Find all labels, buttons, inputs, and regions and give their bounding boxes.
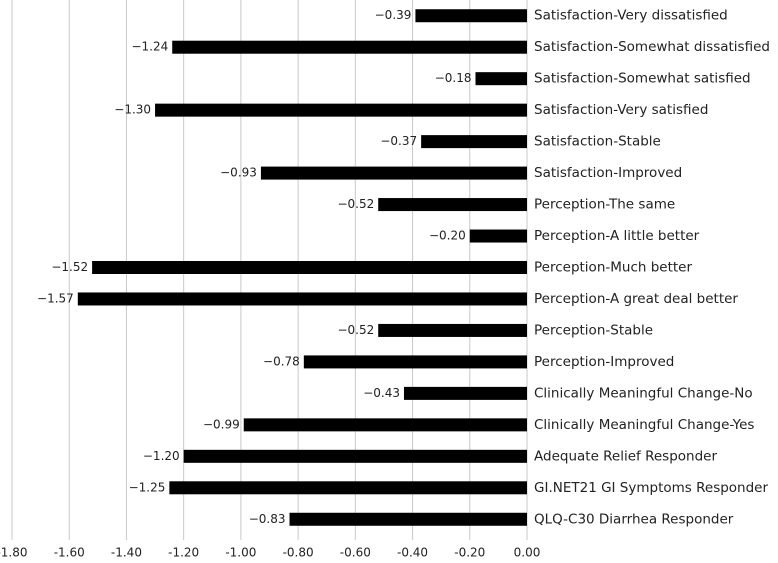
x-tick-label: -1.20 xyxy=(168,546,199,560)
category-label: Satisfaction-Very dissatisfied xyxy=(534,8,728,24)
category-label: Perception-The same xyxy=(534,197,675,213)
category-label: Perception-Stable xyxy=(534,322,653,338)
category-label: Satisfaction-Somewhat satisfied xyxy=(534,71,751,87)
value-label: −0.52 xyxy=(337,197,374,211)
x-tick-label: 0.00 xyxy=(514,546,541,560)
bar xyxy=(378,323,527,337)
category-label: Perception-A great deal better xyxy=(534,291,738,307)
category-label: QLQ-C30 Diarrhea Responder xyxy=(534,511,734,527)
category-label: Satisfaction-Improved xyxy=(534,165,682,181)
value-label: −1.57 xyxy=(37,291,74,305)
x-tick-label: -0.40 xyxy=(397,546,428,560)
bar xyxy=(289,512,527,526)
bar xyxy=(243,418,527,432)
x-tick-label: -1.00 xyxy=(225,546,256,560)
x-tick-label: -0.80 xyxy=(283,546,314,560)
bar xyxy=(77,292,528,306)
value-label: −1.25 xyxy=(129,480,166,494)
value-label: −0.37 xyxy=(380,134,417,148)
x-tick-label: -1.60 xyxy=(54,546,85,560)
value-label: −0.18 xyxy=(435,71,472,85)
bar xyxy=(415,9,527,23)
bar xyxy=(303,355,527,369)
category-label: Satisfaction-Very satisfied xyxy=(534,102,708,118)
category-label: Perception-A little better xyxy=(534,228,700,244)
bar xyxy=(403,386,527,400)
category-label: Clinically Meaningful Change-Yes xyxy=(534,417,754,433)
bar xyxy=(155,103,528,117)
x-tick-label: -1.40 xyxy=(111,546,142,560)
category-label: Adequate Relief Responder xyxy=(534,448,717,464)
category-label: Satisfaction-Somewhat dissatisfied xyxy=(534,39,770,55)
value-label: −0.99 xyxy=(203,417,240,431)
value-label: −0.83 xyxy=(249,512,286,526)
x-tick-label: -0.60 xyxy=(340,546,371,560)
category-label: Satisfaction-Stable xyxy=(534,134,661,150)
bar xyxy=(469,229,527,243)
value-label: −0.52 xyxy=(337,323,374,337)
value-label: −0.39 xyxy=(375,8,412,22)
category-label: Perception-Much better xyxy=(534,260,692,276)
value-label: −0.43 xyxy=(363,386,400,400)
x-tick-label: -0.20 xyxy=(454,546,485,560)
bar xyxy=(169,481,527,495)
value-label: −0.78 xyxy=(263,354,300,368)
bar xyxy=(475,72,527,86)
bar xyxy=(183,449,527,463)
category-label: GI.NET21 GI Symptoms Responder xyxy=(534,480,768,496)
value-label: −1.30 xyxy=(114,103,151,117)
value-label: −1.20 xyxy=(143,449,180,463)
category-label: Perception-Improved xyxy=(534,354,674,370)
bar xyxy=(421,135,527,149)
x-tick-label: -1.80 xyxy=(0,546,28,560)
value-label: −1.24 xyxy=(131,40,168,54)
bar xyxy=(260,166,527,180)
value-label: −1.52 xyxy=(51,260,88,274)
bar xyxy=(172,40,527,54)
category-label: Clinically Meaningful Change-No xyxy=(534,385,753,401)
bar xyxy=(378,198,527,212)
value-label: −0.93 xyxy=(220,166,257,180)
value-label: −0.20 xyxy=(429,229,466,243)
bar xyxy=(92,261,527,274)
